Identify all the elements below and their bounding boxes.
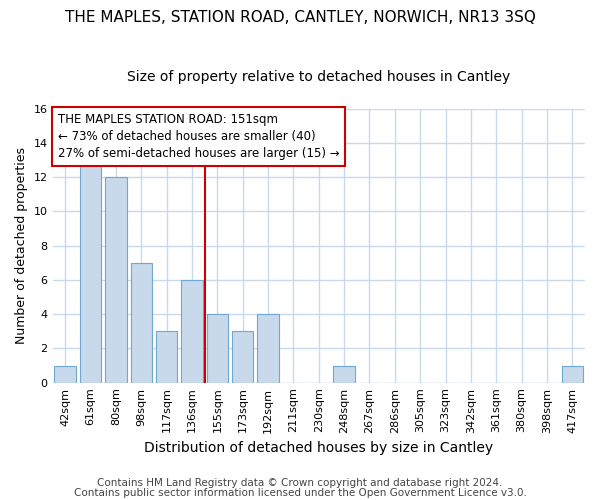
Text: Contains HM Land Registry data © Crown copyright and database right 2024.: Contains HM Land Registry data © Crown c… xyxy=(97,478,503,488)
Title: Size of property relative to detached houses in Cantley: Size of property relative to detached ho… xyxy=(127,70,511,84)
Bar xyxy=(105,178,127,382)
Bar xyxy=(55,366,76,382)
Bar xyxy=(257,314,279,382)
Text: THE MAPLES, STATION ROAD, CANTLEY, NORWICH, NR13 3SQ: THE MAPLES, STATION ROAD, CANTLEY, NORWI… xyxy=(65,10,535,25)
Bar xyxy=(156,332,178,382)
Bar xyxy=(181,280,203,382)
Bar xyxy=(334,366,355,382)
Y-axis label: Number of detached properties: Number of detached properties xyxy=(15,147,28,344)
Bar xyxy=(80,160,101,382)
Bar xyxy=(562,366,583,382)
X-axis label: Distribution of detached houses by size in Cantley: Distribution of detached houses by size … xyxy=(144,441,493,455)
Bar xyxy=(131,263,152,382)
Bar xyxy=(232,332,253,382)
Text: Contains public sector information licensed under the Open Government Licence v3: Contains public sector information licen… xyxy=(74,488,526,498)
Bar xyxy=(206,314,228,382)
Text: THE MAPLES STATION ROAD: 151sqm
← 73% of detached houses are smaller (40)
27% of: THE MAPLES STATION ROAD: 151sqm ← 73% of… xyxy=(58,113,340,160)
